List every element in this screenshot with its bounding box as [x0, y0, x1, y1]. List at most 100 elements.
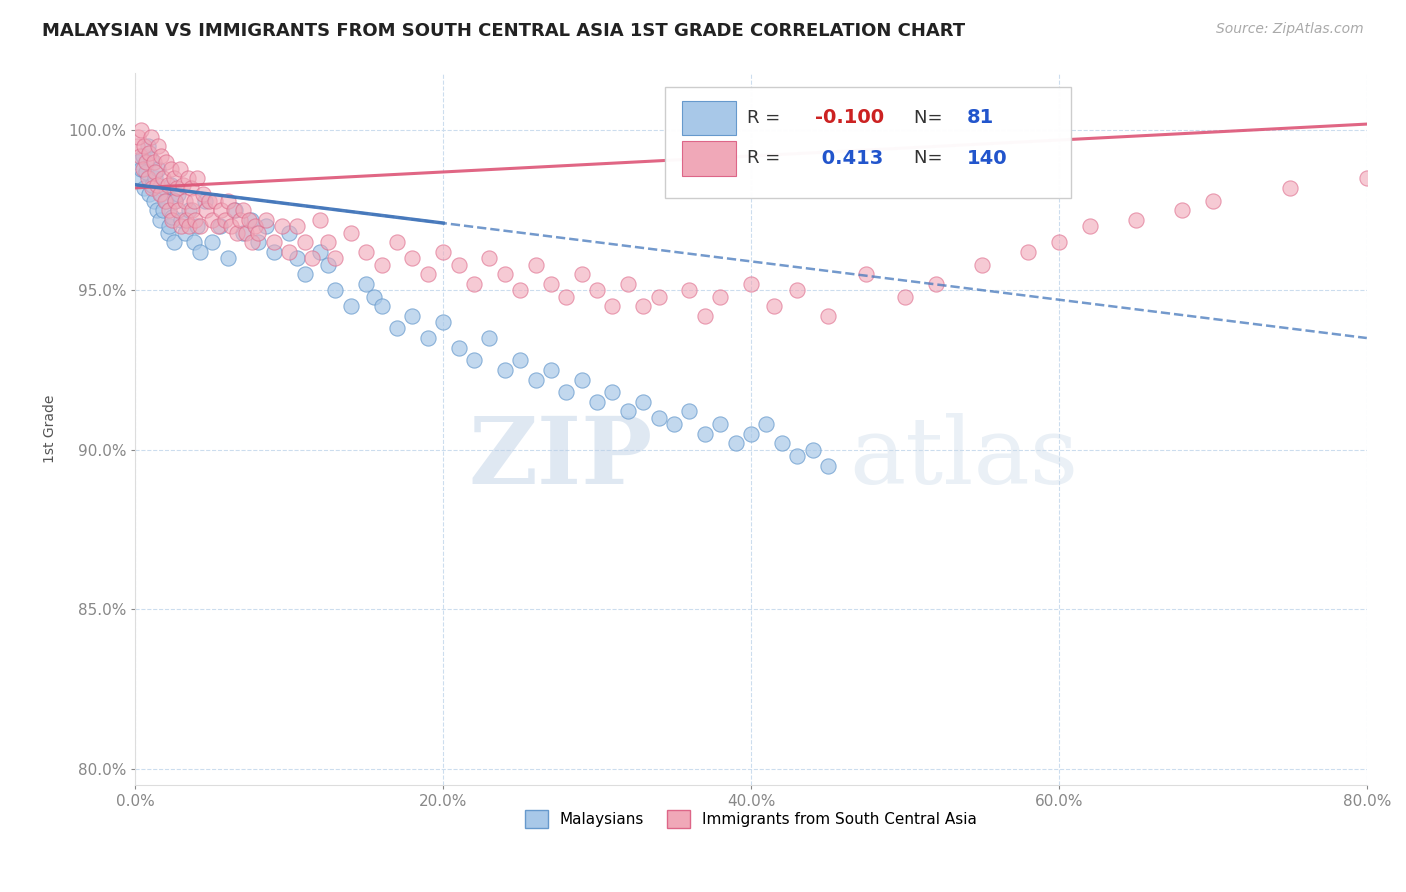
- Point: [432, 244, 454, 259]
- Point: [602, 299, 624, 313]
- Point: [463, 277, 485, 291]
- Point: [155, 194, 177, 208]
- Text: Source: ZipAtlas.com: Source: ZipAtlas.com: [1216, 22, 1364, 37]
- Point: [222, 203, 245, 218]
- Point: [755, 417, 778, 432]
- Point: [478, 331, 501, 345]
- Point: [633, 299, 655, 313]
- Text: 0.413: 0.413: [815, 149, 883, 168]
- Point: [235, 226, 257, 240]
- Point: [416, 267, 439, 281]
- Point: [278, 244, 301, 259]
- Point: [142, 194, 165, 208]
- Point: [617, 404, 640, 418]
- Point: [141, 181, 163, 195]
- Text: R =: R =: [748, 150, 786, 168]
- Point: [142, 155, 165, 169]
- Point: [232, 226, 254, 240]
- Point: [401, 309, 423, 323]
- Point: [245, 219, 267, 234]
- Point: [370, 299, 392, 313]
- Point: [167, 203, 190, 218]
- Point: [240, 235, 263, 250]
- Point: [149, 187, 172, 202]
- Point: [176, 171, 198, 186]
- Point: [180, 181, 202, 195]
- Point: [540, 363, 562, 377]
- Point: [555, 289, 578, 303]
- Point: [139, 129, 162, 144]
- Point: [647, 410, 669, 425]
- Point: [141, 178, 163, 192]
- Point: [156, 226, 179, 240]
- Point: [555, 385, 578, 400]
- Point: [770, 436, 793, 450]
- Point: [363, 289, 385, 303]
- Point: [509, 353, 531, 368]
- Point: [214, 212, 236, 227]
- Legend: Malaysians, Immigrants from South Central Asia: Malaysians, Immigrants from South Centra…: [519, 804, 983, 834]
- Y-axis label: 1st Grade: 1st Grade: [44, 395, 58, 463]
- Point: [179, 219, 201, 234]
- Point: [225, 226, 247, 240]
- Point: [149, 212, 172, 227]
- Point: [524, 258, 547, 272]
- Point: [211, 203, 233, 218]
- Point: [662, 417, 685, 432]
- Point: [1125, 212, 1147, 227]
- FancyBboxPatch shape: [665, 87, 1071, 198]
- Text: 81: 81: [966, 108, 994, 128]
- Point: [817, 458, 839, 473]
- Point: [354, 244, 377, 259]
- Point: [150, 187, 173, 202]
- Point: [179, 203, 201, 218]
- Point: [204, 194, 226, 208]
- Point: [1278, 181, 1301, 195]
- Point: [678, 283, 700, 297]
- Point: [183, 194, 205, 208]
- Point: [401, 251, 423, 265]
- Point: [416, 331, 439, 345]
- Point: [494, 267, 516, 281]
- Point: [524, 372, 547, 386]
- Point: [198, 194, 221, 208]
- Point: [586, 395, 609, 409]
- FancyBboxPatch shape: [682, 101, 737, 135]
- Point: [173, 226, 195, 240]
- Point: [232, 203, 254, 218]
- Point: [136, 171, 159, 186]
- Point: [219, 219, 242, 234]
- Point: [146, 203, 169, 218]
- Point: [339, 226, 361, 240]
- Point: [617, 277, 640, 291]
- Point: [432, 315, 454, 329]
- Point: [173, 194, 195, 208]
- Point: [188, 244, 211, 259]
- Point: [709, 289, 731, 303]
- Point: [146, 178, 169, 192]
- Point: [740, 277, 762, 291]
- Point: [207, 219, 229, 234]
- Point: [786, 283, 808, 297]
- Point: [478, 251, 501, 265]
- Point: [385, 321, 408, 335]
- Point: [135, 165, 157, 179]
- Point: [294, 235, 316, 250]
- Point: [201, 235, 224, 250]
- Point: [285, 219, 308, 234]
- Point: [447, 258, 470, 272]
- Point: [494, 363, 516, 377]
- Point: [339, 299, 361, 313]
- Point: [138, 145, 160, 160]
- Point: [763, 299, 786, 313]
- Point: [138, 187, 160, 202]
- Point: [153, 181, 176, 195]
- Text: atlas: atlas: [849, 412, 1078, 502]
- Point: [224, 203, 246, 218]
- Point: [278, 226, 301, 240]
- Point: [263, 235, 285, 250]
- Point: [571, 267, 593, 281]
- Point: [709, 417, 731, 432]
- Point: [239, 212, 262, 227]
- Point: [193, 194, 215, 208]
